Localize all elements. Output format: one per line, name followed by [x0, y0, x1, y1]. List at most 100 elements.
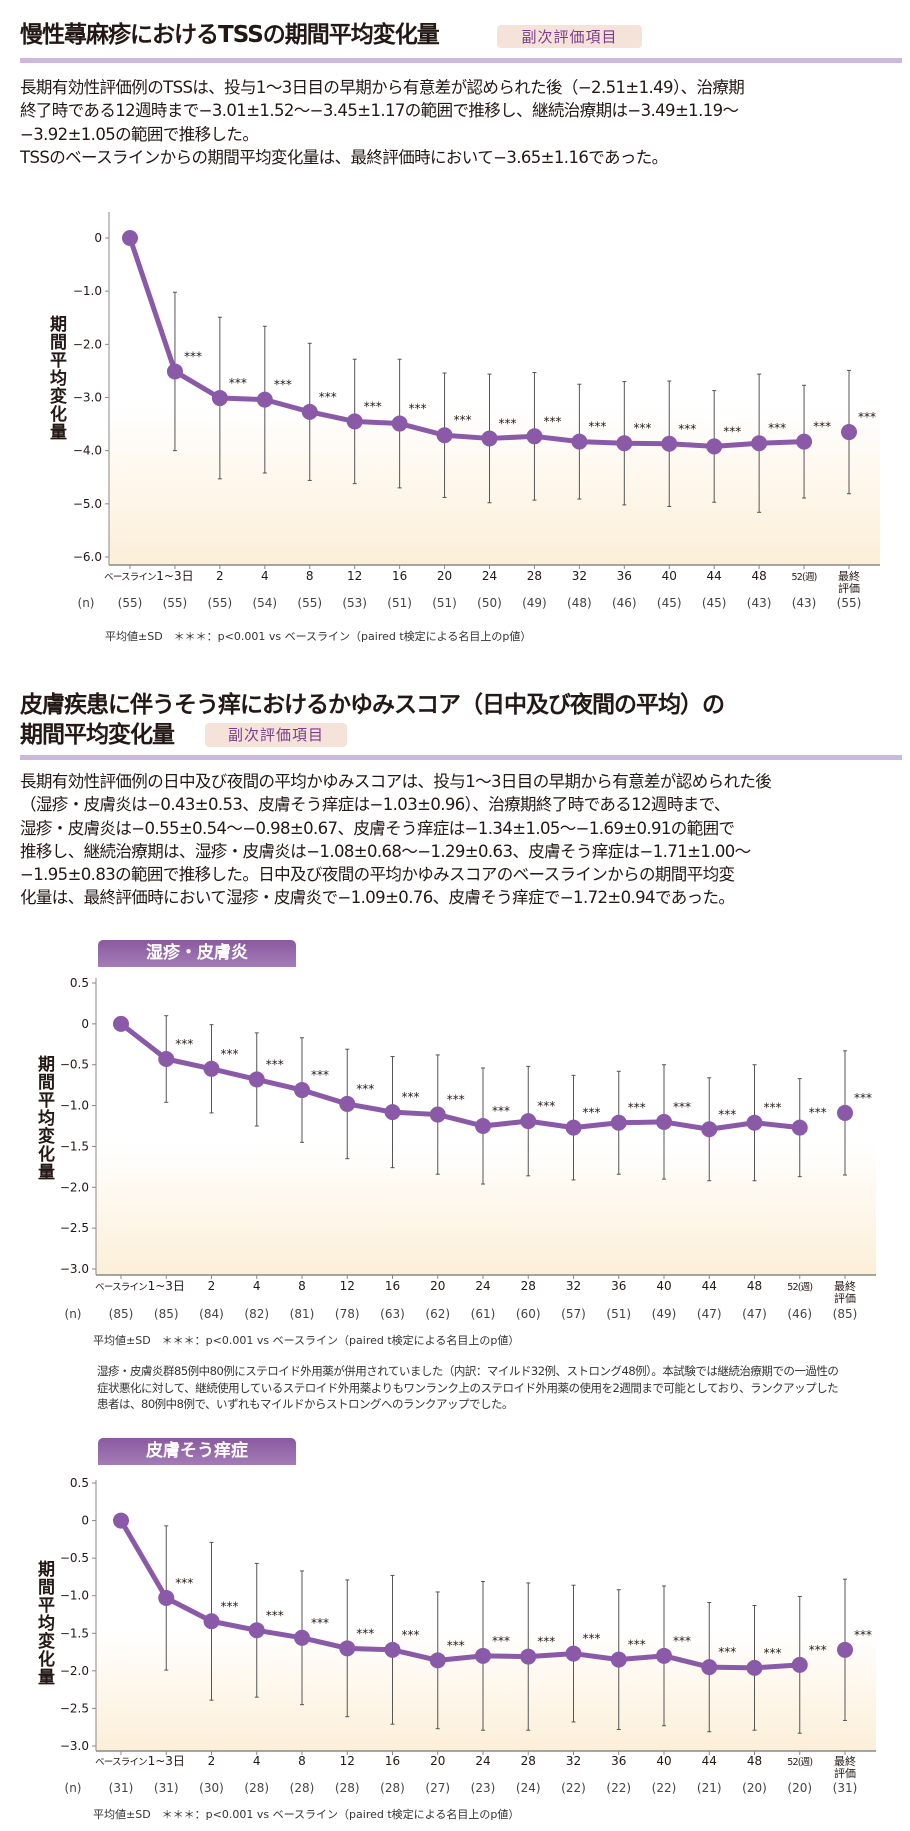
data-point	[475, 1118, 491, 1134]
x-tick-label: 16	[385, 1279, 400, 1293]
data-point	[520, 1648, 537, 1665]
significance-label: ***	[718, 1645, 736, 1659]
n-count: (46)	[612, 596, 637, 610]
x-tick-label: 48	[751, 569, 766, 583]
n-count: (62)	[425, 1307, 450, 1321]
significance-label: ***	[274, 378, 292, 392]
data-point	[429, 1652, 446, 1669]
data-point	[661, 435, 678, 452]
y-tick-label: −3.0	[73, 391, 102, 405]
paragraph-line: −3.92±1.05の範囲で推移した。	[20, 124, 259, 144]
y-tick-label: −2.0	[60, 1664, 89, 1678]
section-divider	[20, 755, 902, 760]
n-count: (21)	[697, 1781, 722, 1795]
n-count: (24)	[516, 1781, 541, 1795]
y-tick-label: −1.5	[60, 1626, 89, 1640]
x-tick-label: 12	[340, 1754, 355, 1768]
data-point	[294, 1629, 310, 1646]
paragraph-line: 長期有効性評価例のTSSは、投与1～3日目の早期から有意差が認められた後（−2.…	[20, 78, 745, 97]
significance-label: ***	[537, 1099, 555, 1113]
data-point	[746, 1659, 763, 1676]
data-point	[429, 1106, 446, 1123]
section2-title-line1: 皮膚疾患に伴うそう痒におけるかゆみスコア（日中及び夜間の平均）の	[20, 692, 725, 718]
significance-label: ***	[854, 1628, 872, 1642]
y-tick-label: −2.5	[60, 1701, 89, 1715]
x-tick-label: 52(週)	[787, 1281, 812, 1293]
data-point	[565, 1119, 582, 1136]
pruritus-chart: 0.5 0 −0.5 −1.0 −1.5 −2.0 −2.5 −3.0 期間平均変化量ベースライ…	[34, 1476, 876, 1821]
n-count: (45)	[702, 596, 727, 610]
x-tick-label: 8	[298, 1754, 306, 1768]
section2-paragraph: 長期有効性評価例の日中及び夜間の平均かゆみスコアは、投与1～3日目の早期から有意…	[20, 770, 905, 910]
significance-label: ***	[854, 1091, 872, 1105]
n-count: (22)	[561, 1781, 586, 1795]
x-tick-label: 4	[253, 1279, 261, 1293]
y-axis-label: 期間平均変化量	[46, 315, 67, 441]
data-point	[656, 1113, 672, 1130]
x-tick-label: 2	[208, 1754, 216, 1768]
series-line	[127, 237, 805, 449]
significance-label: ***	[492, 1104, 510, 1118]
plot-area	[96, 1480, 876, 1751]
data-point	[475, 1647, 491, 1664]
x-tick-label: 4	[253, 1754, 261, 1768]
data-point	[203, 1060, 220, 1077]
section2-title-line2: 期間平均変化量	[20, 722, 175, 748]
n-count: (85)	[154, 1307, 179, 1321]
significance-label: ***	[402, 1628, 420, 1642]
section1-paragraph: 長期有効性評価例のTSSは、投与1～3日目の早期から有意差が認められた後（−2.…	[20, 76, 905, 169]
significance-label: ***	[633, 421, 651, 435]
n-count: (30)	[199, 1781, 224, 1795]
data-point	[610, 1114, 627, 1131]
significance-label: ***	[447, 1093, 465, 1107]
plot-area	[109, 212, 880, 565]
n-count: (82)	[244, 1307, 269, 1321]
data-point	[791, 1119, 808, 1136]
n-count: (22)	[652, 1781, 677, 1795]
paragraph-line: −1.95±0.83の範囲で推移した。日中及び夜間の平均かゆみスコアのベースライ…	[20, 865, 735, 885]
significance-label: ***	[543, 414, 561, 428]
x-tick-label: 12	[340, 1279, 355, 1293]
x-tick-label: 40	[656, 1279, 671, 1293]
n-count: (85)	[833, 1307, 858, 1321]
n-count: (78)	[335, 1307, 360, 1321]
y-tick-label: −6.0	[73, 550, 102, 564]
secondary-endpoint-badge: 副次評価項目	[205, 723, 347, 747]
n-count: (51)	[432, 596, 457, 610]
significance-label: ***	[764, 1646, 782, 1660]
x-tick-label: 28	[521, 1279, 536, 1293]
data-point	[796, 433, 813, 450]
significance-label: ***	[409, 402, 427, 416]
significance-label: ***	[364, 399, 382, 413]
chart-footnote: 平均値±SD ＊＊＊：p<0.001 vs ベースライン（paired t検定に…	[105, 629, 531, 643]
data-point	[571, 433, 588, 450]
paragraph-line: （湿疹・皮膚炎は−0.43±0.53、皮膚そう痒症は−1.03±0.96）、治療…	[20, 795, 730, 815]
significance-label: ***	[175, 1037, 193, 1051]
data-point	[203, 1613, 220, 1630]
significance-label: ***	[673, 1100, 691, 1114]
significance-label: ***	[447, 1638, 465, 1652]
x-tick-label: 12	[347, 569, 362, 583]
y-tick-label: −1.0	[60, 1589, 89, 1603]
x-tick-label: 評価	[838, 581, 860, 595]
secondary-endpoint-badge: 副次評価項目	[497, 25, 642, 48]
x-tick-label: 4	[261, 569, 269, 583]
data-point	[166, 363, 183, 380]
data-point	[837, 1104, 853, 1121]
x-tick-label: 44	[702, 1754, 717, 1768]
section-divider	[20, 58, 902, 63]
significance-label: ***	[588, 420, 606, 434]
n-count: (31)	[154, 1781, 179, 1795]
x-tick-label: 36	[611, 1279, 626, 1293]
y-tick-label: 0.5	[70, 976, 89, 990]
y-tick-label: −1.0	[73, 284, 102, 298]
n-count: (63)	[380, 1307, 405, 1321]
x-tick-label: 36	[611, 1754, 626, 1768]
n-count: (55)	[837, 596, 862, 610]
significance-label: ***	[723, 424, 741, 438]
x-tick-label: 32	[566, 1279, 581, 1293]
x-tick-label: 2	[208, 1279, 216, 1293]
significance-label: ***	[537, 1635, 555, 1649]
n-label: (n)	[65, 1781, 82, 1795]
eczema-panel-tab: 湿疹・皮膚炎	[98, 940, 296, 967]
